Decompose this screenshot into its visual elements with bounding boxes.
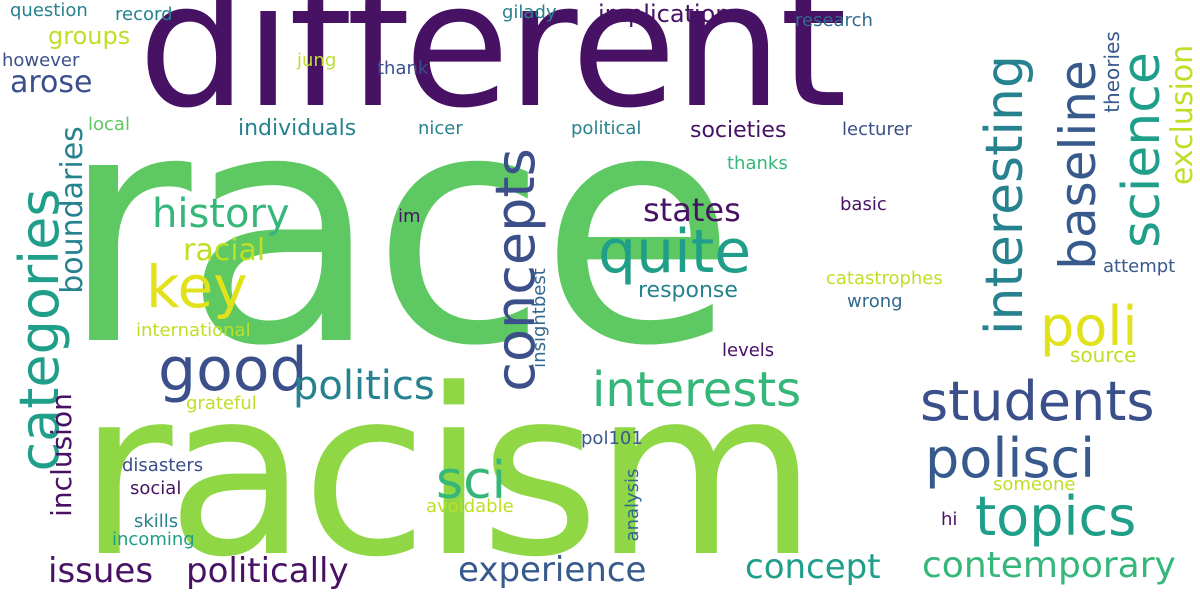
word-lecturer: lecturer	[842, 119, 912, 140]
word-baseline: baseline	[1049, 60, 1107, 270]
word-history: history	[152, 191, 290, 237]
word-students: students	[920, 370, 1155, 433]
word-theories: theories	[1100, 31, 1124, 113]
word-social: social	[130, 478, 182, 499]
word-politics: politics	[293, 363, 435, 409]
word-boundaries: boundaries	[55, 126, 90, 294]
word-racism: racism	[78, 341, 818, 600]
word-inclusion: inclusion	[45, 393, 78, 517]
word-groups: groups	[48, 22, 131, 50]
word-jung: jung	[297, 50, 337, 71]
word-issues: issues	[48, 551, 154, 591]
word-analysis: analysis	[622, 468, 643, 542]
word-pol101: pol101	[581, 428, 643, 449]
word-experience: experience	[458, 550, 647, 590]
word-research: research	[795, 10, 873, 31]
word-key: key	[146, 253, 248, 321]
word-good: good	[158, 335, 308, 405]
word-topics: topics	[975, 485, 1137, 548]
word-states: states	[643, 191, 741, 229]
word-sci: sci	[436, 451, 507, 511]
word-basic: basic	[840, 194, 887, 215]
word-poli: poli	[1040, 295, 1138, 358]
word-grateful: grateful	[186, 393, 257, 414]
word-different: different	[138, 0, 847, 146]
word-disasters: disasters	[122, 455, 204, 476]
word-avoidable: avoidable	[426, 496, 514, 517]
word-concept: concept	[745, 547, 881, 587]
word-however: however	[2, 50, 80, 71]
word-someone: someone	[993, 474, 1076, 495]
word-politically: politically	[186, 551, 349, 591]
word-wrong: wrong	[847, 291, 903, 312]
word-exclusion: exclusion	[1165, 44, 1200, 186]
word-gilady: gilady	[502, 2, 557, 23]
word-skills: skills	[134, 511, 179, 532]
word-thanks: thanks	[727, 153, 788, 174]
word-racial: racial	[183, 233, 266, 268]
word-im: im	[398, 206, 421, 227]
word-thank: thank	[377, 58, 429, 79]
word-societies: societies	[690, 118, 787, 143]
word-local: local	[88, 114, 130, 135]
word-interests: interests	[592, 362, 802, 418]
word-incoming: incoming	[112, 529, 195, 550]
word-implications: implications	[598, 0, 743, 28]
word-interesting: interesting	[975, 55, 1035, 335]
word-political: political	[571, 118, 642, 139]
word-record: record	[115, 4, 173, 25]
word-response: response	[638, 278, 738, 303]
word-attempt: attempt	[1103, 256, 1176, 277]
word-arose: arose	[10, 65, 93, 100]
word-international: international	[136, 320, 251, 341]
word-race: race	[60, 44, 736, 416]
word-catastrophes: catastrophes	[826, 268, 943, 289]
word-levels: levels	[722, 340, 775, 361]
word-individuals: individuals	[238, 116, 357, 141]
word-hi: hi	[941, 509, 958, 530]
word-polisci: polisci	[925, 427, 1096, 490]
word-source: source	[1070, 343, 1137, 367]
word-insightbest: insightbest	[529, 268, 550, 368]
word-quite: quite	[598, 217, 752, 287]
word-question: question	[10, 0, 88, 21]
word-contemporary: contemporary	[922, 545, 1176, 586]
word-nicer: nicer	[418, 118, 463, 139]
